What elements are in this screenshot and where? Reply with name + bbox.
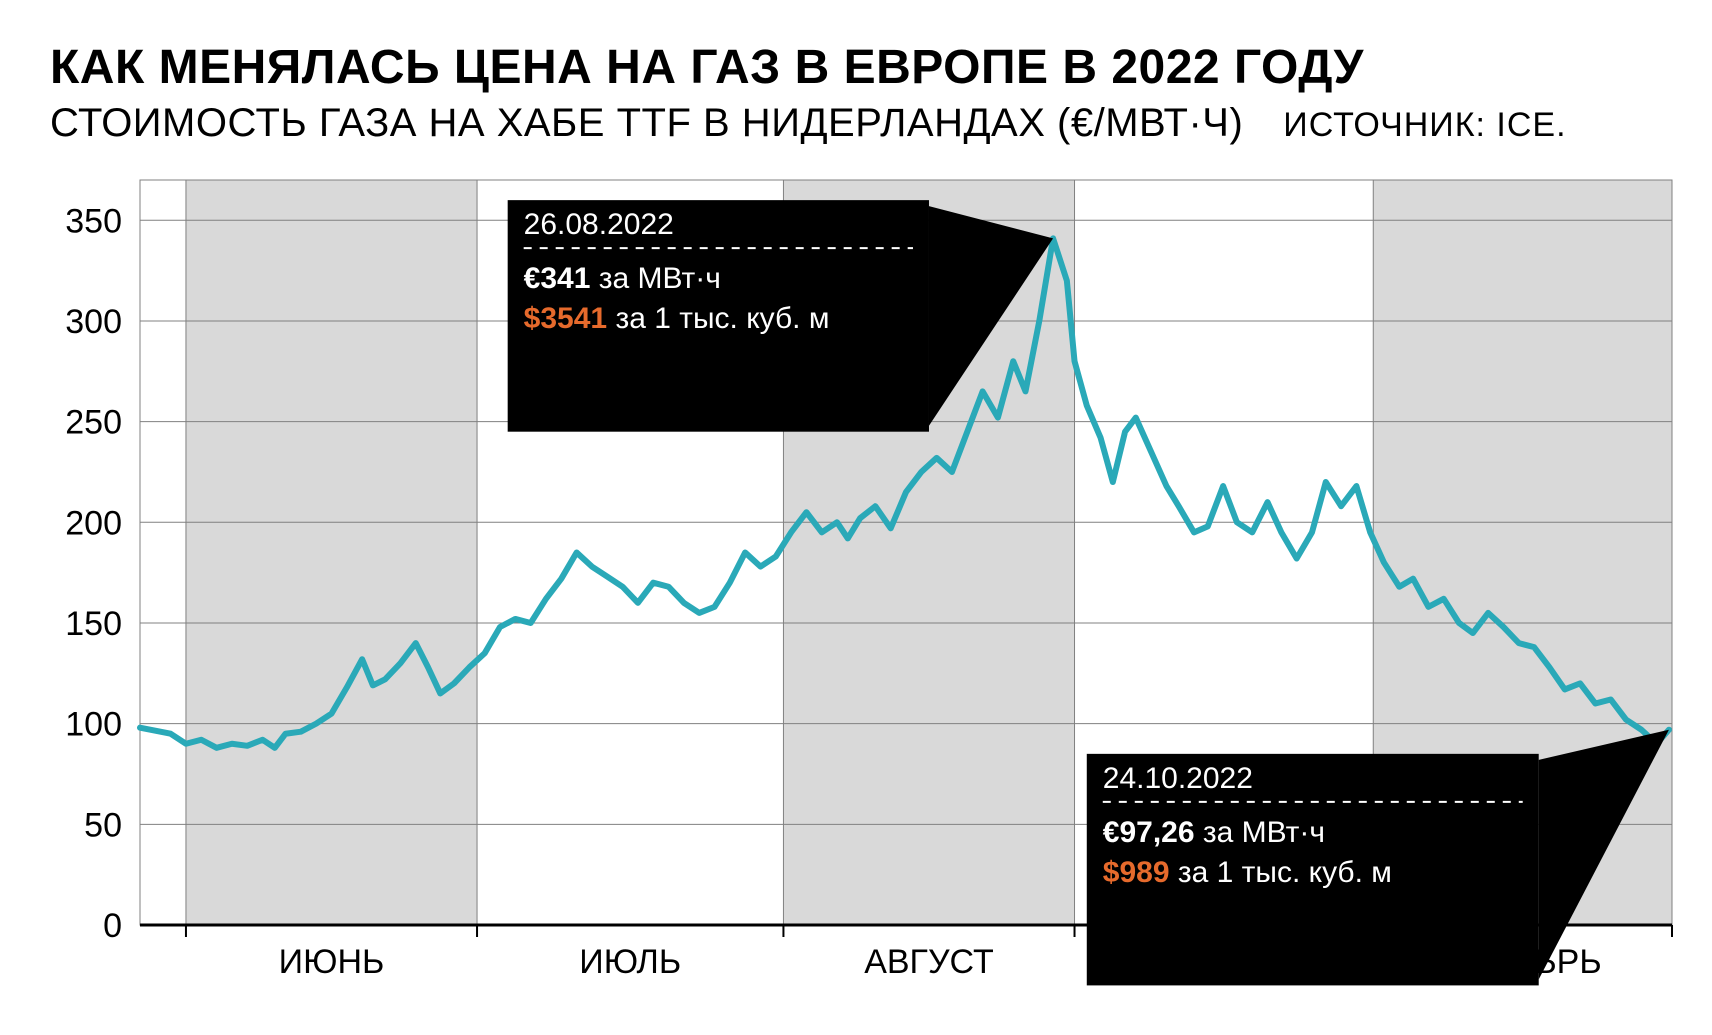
chart-source: ИСТОЧНИК: ICE.	[1283, 106, 1566, 145]
callout-date: 26.08.2022	[524, 208, 674, 241]
y-tick-label: 350	[65, 202, 122, 240]
y-tick-label: 50	[84, 806, 122, 844]
callout-usd: $3541 за 1 тыс. куб. м	[524, 302, 830, 335]
callout-usd: $989 за 1 тыс. куб. м	[1103, 856, 1392, 889]
y-tick-label: 300	[65, 303, 122, 341]
y-tick-label: 100	[65, 706, 122, 744]
chart-subtitle: СТОИМОСТЬ ГАЗА НА ХАБЕ TTF В НИДЕРЛАНДАХ…	[50, 101, 1243, 146]
x-tick-label: ИЮЛЬ	[579, 943, 681, 981]
callout-date: 24.10.2022	[1103, 762, 1253, 795]
y-tick-label: 0	[103, 907, 122, 945]
line-chart: 050100150200250300350ИЮНЬИЮЛЬАВГУСТСЕНТЯ…	[50, 175, 1677, 995]
month-band	[186, 180, 477, 925]
chart-title: КАК МЕНЯЛАСЬ ЦЕНА НА ГАЗ В ЕВРОПЕ В 2022…	[50, 40, 1662, 95]
y-tick-label: 150	[65, 605, 122, 643]
callout-eur: €97,26 за МВт·ч	[1103, 816, 1325, 849]
x-tick-label: ИЮНЬ	[279, 943, 385, 981]
y-tick-label: 200	[65, 504, 122, 542]
y-tick-label: 250	[65, 404, 122, 442]
x-tick-label: АВГУСТ	[864, 943, 994, 981]
callout-eur: €341 за МВт·ч	[524, 262, 721, 295]
